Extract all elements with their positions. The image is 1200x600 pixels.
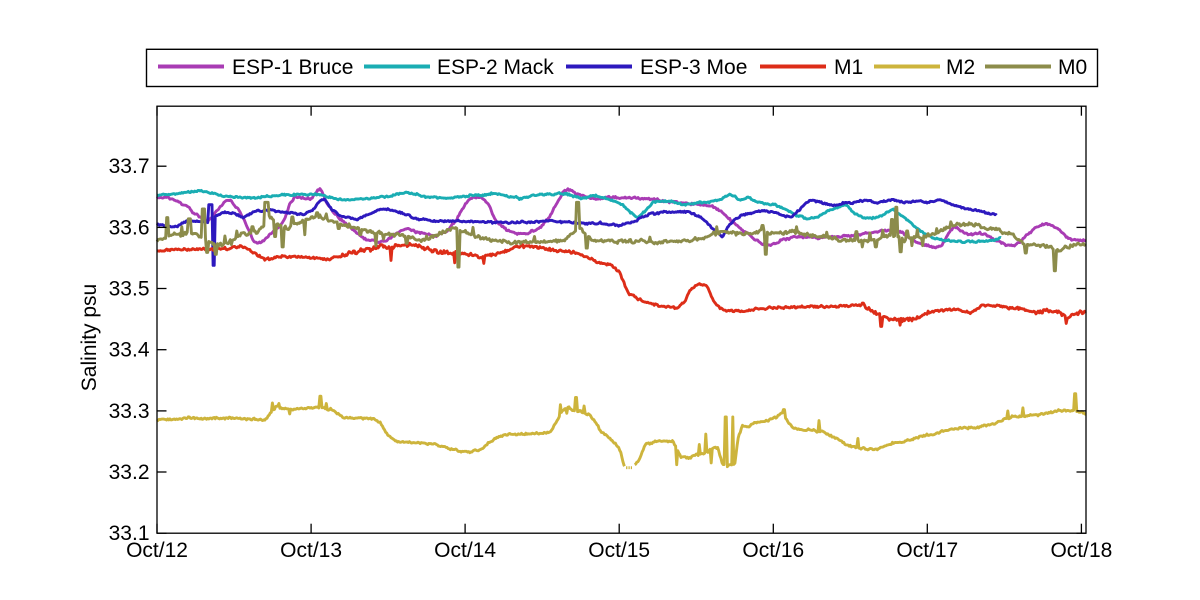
svg-text:33.6: 33.6 — [109, 216, 150, 239]
svg-text:Oct/18: Oct/18 — [1050, 539, 1112, 562]
svg-text:33.5: 33.5 — [109, 278, 150, 301]
svg-text:Oct/12: Oct/12 — [126, 539, 188, 562]
svg-text:M1: M1 — [834, 56, 863, 79]
svg-text:Oct/14: Oct/14 — [434, 539, 496, 562]
svg-text:33.2: 33.2 — [109, 461, 150, 484]
svg-text:Salinity psu: Salinity psu — [78, 284, 101, 391]
svg-text:ESP-3 Moe: ESP-3 Moe — [640, 56, 747, 79]
svg-text:33.4: 33.4 — [109, 339, 150, 362]
svg-text:ESP-2 Mack: ESP-2 Mack — [437, 56, 554, 79]
svg-text:Oct/17: Oct/17 — [896, 539, 958, 562]
svg-text:ESP-1 Bruce: ESP-1 Bruce — [232, 56, 353, 79]
svg-text:Oct/16: Oct/16 — [742, 539, 804, 562]
svg-text:33.1: 33.1 — [109, 522, 150, 545]
svg-text:33.3: 33.3 — [109, 400, 150, 423]
svg-text:M0: M0 — [1058, 56, 1087, 79]
svg-text:33.7: 33.7 — [109, 155, 150, 178]
svg-text:Oct/13: Oct/13 — [280, 539, 342, 562]
svg-text:M2: M2 — [946, 56, 975, 79]
svg-text:Oct/15: Oct/15 — [588, 539, 650, 562]
